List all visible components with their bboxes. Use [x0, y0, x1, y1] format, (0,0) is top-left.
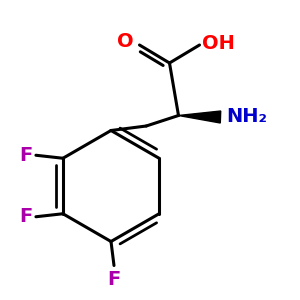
Text: O: O	[117, 32, 134, 52]
Text: F: F	[20, 146, 33, 165]
Text: OH: OH	[202, 34, 236, 53]
Text: F: F	[20, 207, 33, 226]
Text: NH₂: NH₂	[226, 107, 268, 127]
Polygon shape	[178, 111, 221, 123]
Text: F: F	[107, 270, 121, 289]
